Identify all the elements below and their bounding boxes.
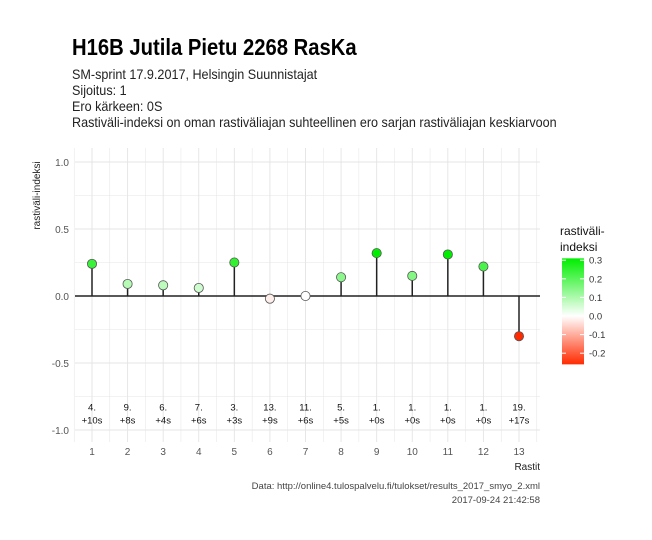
lollipop-point — [442, 249, 453, 260]
lollipop-point — [478, 261, 489, 272]
annotation-diff: +9s — [262, 416, 278, 427]
annotation-diff: +4s — [155, 416, 171, 427]
x-axis-label: Rastit — [514, 462, 540, 473]
x-tick-label: 3 — [160, 447, 166, 458]
annotation-rank: 5. — [337, 403, 345, 414]
x-tick-label: 4 — [196, 447, 202, 458]
annotation-diff: +8s — [120, 416, 136, 427]
y-tick-label: 0.0 — [55, 292, 69, 303]
annotation-rank: 1. — [408, 403, 416, 414]
annotation-rank: 13. — [263, 403, 276, 414]
lollipop-point — [336, 272, 347, 283]
lollipop-point — [229, 257, 240, 268]
annotation-rank: 19. — [512, 403, 525, 414]
subtitle-line: Ero kärkeen: 0S — [72, 98, 163, 114]
annotation-diff: +17s — [509, 416, 530, 427]
annotation-rank: 1. — [373, 403, 381, 414]
lollipop-point — [158, 280, 169, 291]
annotation-diff: +10s — [82, 416, 103, 427]
legend-tick-label: 0.0 — [589, 312, 602, 323]
legend-colorbar — [562, 258, 584, 365]
legend-title: rastiväli- — [560, 224, 605, 238]
legend-tick-label: -0.1 — [589, 330, 605, 341]
caption-timestamp: 2017-09-24 21:42:58 — [452, 495, 540, 506]
annotation-diff: +0s — [369, 416, 385, 427]
subtitle-line: SM-sprint 17.9.2017, Helsingin Suunnista… — [72, 66, 318, 82]
x-tick-label: 11 — [443, 447, 454, 458]
subtitle-line: Sijoitus: 1 — [72, 82, 127, 98]
y-tick-label: 1.0 — [55, 158, 69, 169]
x-tick-label: 12 — [478, 447, 490, 458]
x-tick-label: 9 — [374, 447, 380, 458]
annotation-rank: 1. — [479, 403, 487, 414]
x-tick-label: 1 — [89, 447, 95, 458]
chart-title: H16B Jutila Pietu 2268 RasKa — [72, 34, 357, 60]
x-tick-label: 13 — [513, 447, 525, 458]
annotation-rank: 11. — [299, 403, 312, 414]
lollipop-point — [122, 278, 133, 289]
lollipop-point — [514, 331, 525, 342]
lollipop-point — [300, 290, 311, 301]
x-tick-label: 6 — [267, 447, 273, 458]
annotation-rank: 6. — [159, 403, 167, 414]
x-tick-label: 8 — [338, 447, 344, 458]
lollipop-point — [407, 270, 418, 281]
x-tick-label: 5 — [232, 447, 238, 458]
subtitle-line: Rastiväli-indeksi on oman rastiväliajan … — [72, 114, 557, 130]
y-axis-label: rastiväli-indeksi — [32, 161, 43, 229]
legend-title: indeksi — [560, 240, 597, 254]
annotation-rank: 1. — [444, 403, 452, 414]
caption-source: Data: http://online4.tulospalvelu.fi/tul… — [252, 481, 540, 492]
annotation-diff: +0s — [404, 416, 420, 427]
annotation-diff: +6s — [298, 416, 314, 427]
lollipop-point — [87, 258, 98, 269]
lollipop-point — [264, 293, 275, 304]
x-tick-label: 2 — [125, 447, 131, 458]
annotation-diff: +0s — [476, 416, 492, 427]
lollipop-point — [193, 282, 204, 293]
x-tick-label: 7 — [303, 447, 309, 458]
lollipop-point — [371, 248, 382, 259]
legend-tick-label: -0.2 — [589, 349, 605, 360]
legend-tick-label: 0.1 — [589, 293, 602, 304]
annotation-rank: 4. — [88, 403, 96, 414]
annotation-diff: +5s — [333, 416, 349, 427]
annotation-rank: 3. — [230, 403, 238, 414]
annotation-diff: +0s — [440, 416, 456, 427]
legend-tick-label: 0.2 — [589, 274, 602, 285]
y-tick-label: -1.0 — [52, 426, 70, 437]
y-tick-label: -0.5 — [52, 359, 70, 370]
annotation-rank: 9. — [124, 403, 132, 414]
annotation-rank: 7. — [195, 403, 203, 414]
annotation-diff: +6s — [191, 416, 207, 427]
x-tick-label: 10 — [407, 447, 419, 458]
annotation-diff: +3s — [227, 416, 243, 427]
legend-tick-label: 0.3 — [589, 256, 602, 267]
y-tick-label: 0.5 — [55, 225, 69, 236]
